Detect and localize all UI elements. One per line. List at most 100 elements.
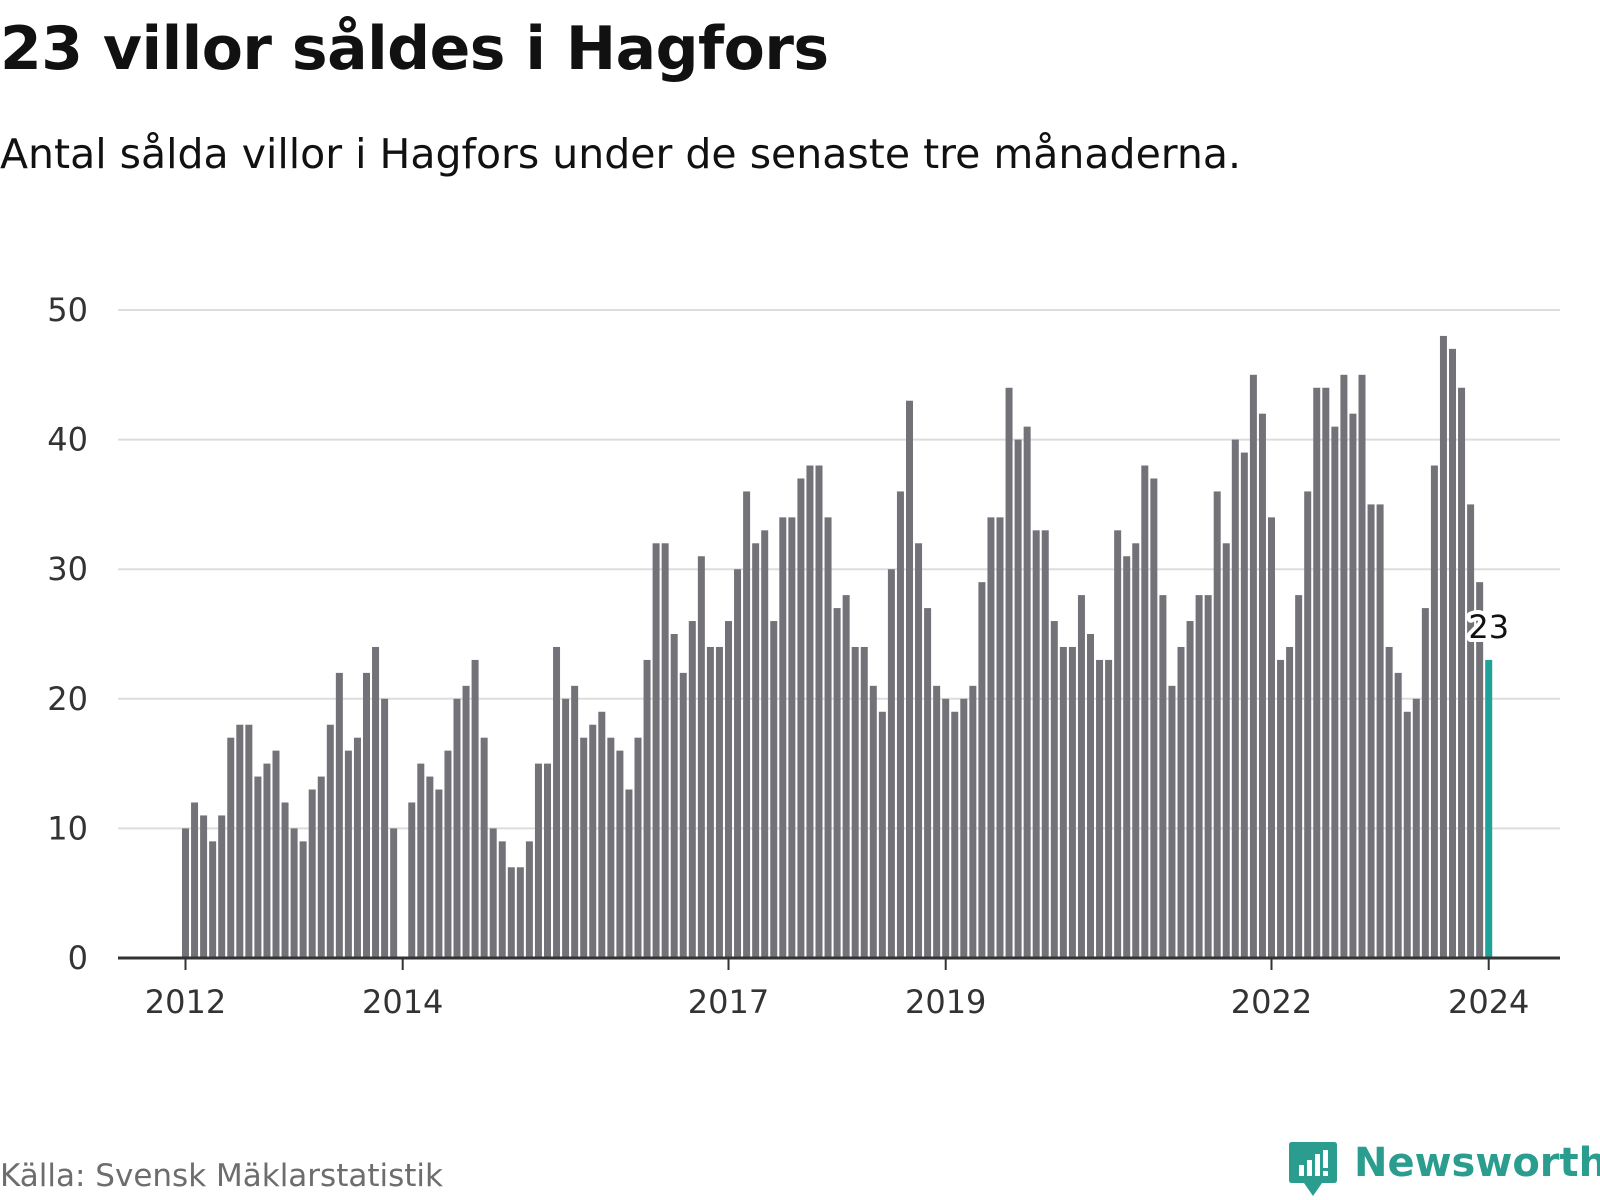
bar [715,646,723,958]
bar [788,517,796,958]
bar [598,711,606,958]
bar [1213,491,1221,958]
bar [381,698,389,958]
bar [290,828,298,958]
bar [996,517,1004,958]
bar [1105,659,1113,958]
bar [1268,517,1275,958]
bar [1014,439,1022,959]
bar [1177,646,1185,958]
bar [688,621,696,958]
bar [607,737,615,958]
bar [326,724,334,958]
bar [1050,621,1058,958]
chart-subtitle: Antal sålda villor i Hagfors under de se… [0,130,1242,178]
bar [516,867,524,958]
bar [878,711,886,958]
bar [245,724,253,958]
bar [1168,685,1176,958]
bar [706,646,714,958]
bar [1322,387,1330,958]
bar [1430,465,1438,958]
bar [281,802,289,958]
x-tick-label: 2012 [145,983,226,1021]
bar [1150,478,1158,958]
bar [1123,556,1131,958]
y-tick-label: 0 [68,939,88,977]
bar [236,724,244,958]
bar [896,491,904,958]
bar [1358,374,1366,958]
x-tick-label: 2024 [1448,983,1529,1021]
bar [1132,543,1140,958]
bar [1249,374,1257,958]
bar [670,634,678,958]
bar [697,556,705,958]
bar [761,530,769,958]
bar [1286,646,1294,958]
bar [1376,504,1384,958]
source-note: Källa: Svensk Mäklarstatistik [0,1158,443,1194]
bar [580,737,588,958]
brand-name: Newsworthy [1354,1140,1600,1186]
bar [951,711,959,958]
bar [390,828,398,958]
bar [308,789,316,958]
bar [209,841,217,958]
bar [1412,698,1420,958]
bar [218,815,226,958]
bar [471,659,479,958]
bar [453,698,461,958]
bar [978,582,986,958]
bar [372,646,380,958]
bar [987,517,995,958]
x-axis-labels: 2012 2014 2017 2019 2022 2024 [145,983,1530,1021]
bar [1476,582,1484,958]
bar [1403,711,1411,958]
bar [1439,335,1447,958]
bar [553,646,561,958]
bar [498,841,506,958]
bar [1277,659,1285,958]
bar [1041,530,1049,958]
bar [363,672,370,958]
bar [1349,413,1357,958]
x-tick-label: 2014 [362,983,443,1021]
x-tick-label: 2017 [688,983,769,1021]
bar [254,776,262,958]
bar [335,672,343,958]
x-axis [118,956,1560,970]
bar [1340,374,1348,958]
bar [616,750,624,958]
bar [1331,426,1339,958]
bar [1068,646,1076,958]
bar [887,569,895,958]
bar [643,659,651,958]
bar [353,737,361,958]
bar [625,789,633,958]
bar [915,543,923,958]
bar [525,841,533,958]
y-tick-label: 20 [47,680,88,718]
bar [544,763,551,958]
newsworthy-logo-icon [1289,1142,1337,1196]
bar [1195,595,1203,958]
bar [942,698,950,958]
highlight-bar [1485,659,1493,958]
bar [1367,504,1375,958]
bar [272,750,280,958]
bar [200,815,208,958]
bar [1141,465,1149,958]
bar [344,750,352,958]
bar [924,608,932,958]
chart-title: 23 villor såldes i Hagfors [0,14,829,84]
bar [1204,595,1212,958]
x-tick-label: 2019 [905,983,986,1021]
bar [1240,452,1248,958]
bar [661,543,669,958]
bar [815,465,823,958]
bar [444,750,452,958]
bar [833,608,841,958]
highlight-annotation: 23 [1464,604,1513,650]
bar [182,828,189,958]
